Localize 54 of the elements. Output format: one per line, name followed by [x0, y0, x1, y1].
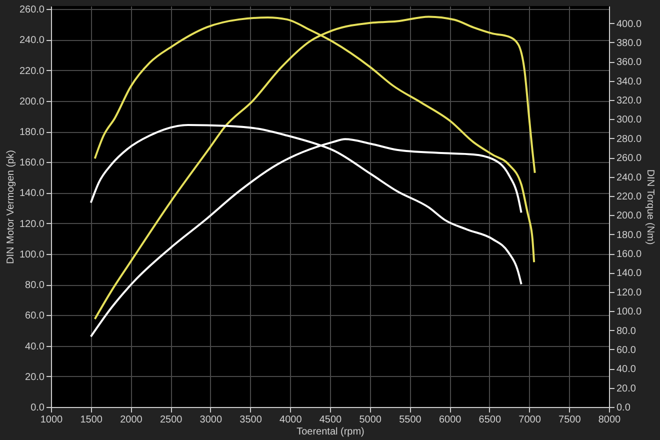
y-tick-label: 220.0 — [19, 66, 45, 77]
x-tick-label: 3500 — [240, 414, 262, 426]
y-tick-label: 40.0 — [25, 341, 45, 352]
y2-tick-label: 260.0 — [616, 153, 642, 164]
y2-tick-label: 0.0 — [616, 402, 631, 414]
y2-tick-label: 160.0 — [616, 249, 642, 260]
x-tick-label: 8000 — [598, 414, 622, 426]
y-tick-label: 260.0 — [19, 4, 45, 16]
x-tick-label: 5500 — [399, 414, 422, 426]
x-tick-label: 6000 — [438, 414, 462, 426]
x-tick-label: 2500 — [160, 414, 183, 426]
y-tick-label: 180.0 — [19, 127, 45, 138]
y2-tick-label: 240.0 — [616, 172, 642, 184]
y2-tick-label: 400.0 — [616, 18, 642, 30]
y2-tick-label: 60.0 — [616, 344, 636, 356]
y2-tick-label: 120.0 — [616, 287, 642, 298]
y-tick-label: 240.0 — [19, 35, 45, 46]
line-series — [94, 16, 536, 320]
y-tick-label: 100.0 — [19, 249, 45, 260]
y-tick-label: 80.0 — [25, 280, 45, 292]
x-tick-label: 2000 — [120, 414, 143, 426]
y2-tick-label: 360.0 — [616, 57, 642, 68]
y2-tick-label: 80.0 — [616, 326, 636, 337]
x-tick-label: 1000 — [40, 414, 64, 426]
y-tick-label: 0.0 — [30, 402, 45, 414]
y-tick-label: 200.0 — [19, 96, 45, 108]
y2-axis-title: DIN Torque (Nm) — [644, 169, 656, 245]
y2-tick-label: 280.0 — [616, 134, 642, 145]
y2-tick-label: 380.0 — [616, 38, 642, 49]
y2-tick-label: 40.0 — [616, 364, 636, 376]
x-tick-label: 3000 — [200, 414, 222, 426]
x-tick-label: 7000 — [518, 414, 542, 426]
y2-tick-label: 180.0 — [616, 230, 642, 241]
y2-tick-label: 20.0 — [616, 383, 636, 394]
x-tick-label: 6500 — [478, 414, 502, 426]
y-tick-label: 140.0 — [19, 188, 45, 200]
y-tick-label: 120.0 — [19, 218, 45, 230]
y2-tick-label: 340.0 — [616, 76, 642, 88]
x-tick-label: 7500 — [558, 414, 582, 426]
y2-tick-label: 100.0 — [616, 306, 642, 318]
x-tick-label: 1500 — [80, 414, 103, 426]
y2-tick-label: 320.0 — [616, 96, 642, 107]
y2-tick-label: 220.0 — [616, 191, 642, 202]
y2-tick-label: 200.0 — [616, 210, 642, 222]
y-tick-label: 60.0 — [25, 310, 45, 322]
y-tick-label: 160.0 — [19, 158, 45, 169]
y2-tick-label: 140.0 — [616, 268, 642, 280]
x-tick-label: 5000 — [359, 414, 382, 426]
x-tick-label: 4500 — [319, 414, 342, 426]
y-tick-label: 20.0 — [25, 372, 45, 383]
x-tick-label: 4000 — [280, 414, 302, 426]
y2-tick-label: 300.0 — [616, 114, 642, 126]
x-axis-title: Toerental (rpm) — [296, 426, 364, 438]
y-axis-title: DIN Motor Vermogen (pk) — [5, 150, 16, 264]
